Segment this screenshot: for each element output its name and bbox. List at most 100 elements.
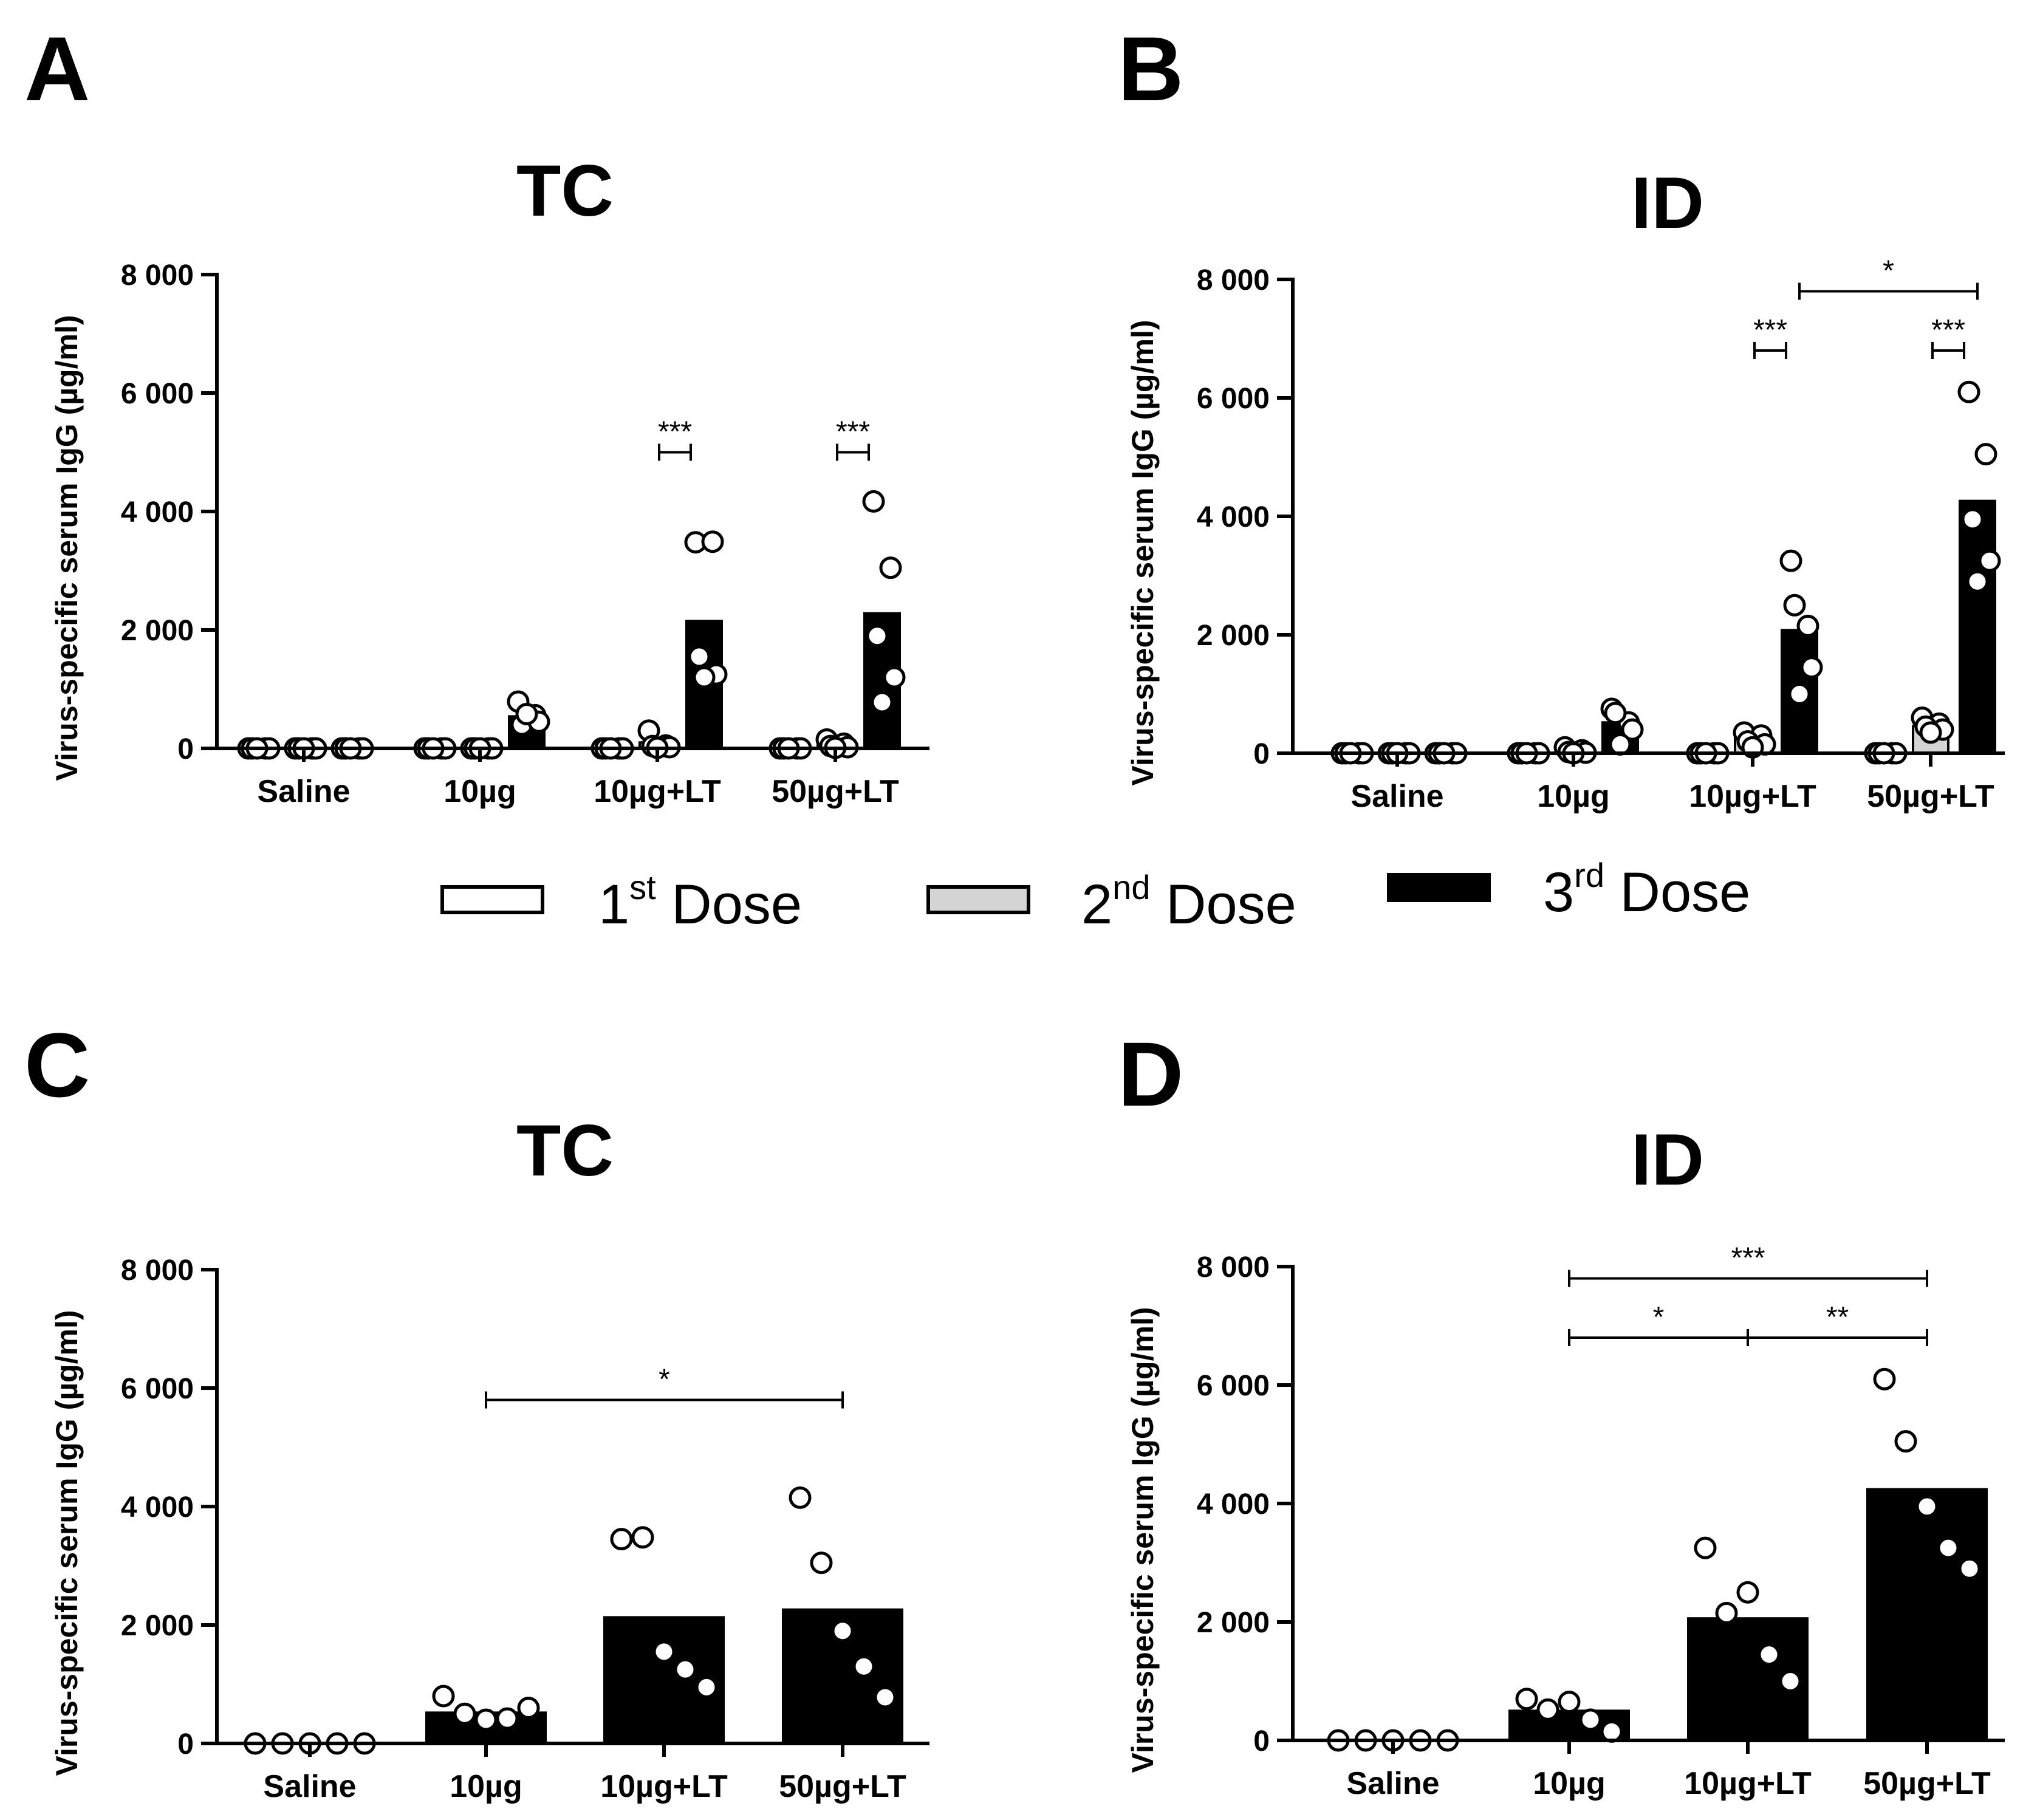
panel-label: B xyxy=(1118,18,1183,120)
bar xyxy=(1866,1488,1988,1740)
data-point xyxy=(1694,1536,1717,1559)
data-point xyxy=(1736,1581,1759,1604)
x-tick-label: Saline xyxy=(257,774,350,809)
legend-ordinal-suffix: st xyxy=(629,868,656,906)
data-point xyxy=(831,1620,854,1643)
x-tick-label: Saline xyxy=(1346,1766,1439,1801)
data-point xyxy=(1974,443,1997,466)
y-tick-label: 4 000 xyxy=(1197,501,1270,533)
x-tick-label: 50µg+LT xyxy=(1863,1766,1991,1801)
x-tick-label: 10µg xyxy=(1537,779,1610,814)
data-point xyxy=(1779,549,1802,572)
legend-swatch-1 xyxy=(440,885,544,914)
chart-panel-a: A TC Virus-specific serum IgG (µg/ml) 0 2 00… xyxy=(24,18,929,809)
data-point xyxy=(1961,508,1984,531)
y-tick-label: 2 000 xyxy=(121,615,194,647)
chart-title: ID xyxy=(1631,162,1704,244)
legend-swatch-3 xyxy=(1387,873,1491,902)
data-point xyxy=(1919,721,1942,744)
y-axis-label: Virus-specific serum IgG (µg/ml) xyxy=(1126,1307,1160,1773)
panel-label: C xyxy=(24,1014,90,1116)
data-point xyxy=(1779,1670,1802,1692)
y-tick-label: 8 000 xyxy=(1197,1251,1270,1284)
data-point xyxy=(631,1526,654,1549)
chart-panel-c: C TC Virus-specific serum IgG (µg/ml) 0 2 00… xyxy=(24,1014,929,1804)
x-tick-label: 50µg+LT xyxy=(779,1769,906,1804)
data-point xyxy=(862,490,885,513)
data-point xyxy=(496,1707,519,1730)
significance-label: * xyxy=(659,1364,670,1396)
data-point xyxy=(474,1708,498,1731)
panel-label: A xyxy=(24,18,90,120)
y-tick-label: 4 000 xyxy=(1197,1488,1270,1521)
data-point xyxy=(1515,1688,1538,1711)
data-point xyxy=(1957,380,1980,403)
legend-ordinal-suffix: nd xyxy=(1112,868,1150,906)
data-point xyxy=(453,1702,476,1725)
panel-label: D xyxy=(1118,1023,1183,1125)
x-tick-label: 10µg xyxy=(443,774,516,809)
data-point xyxy=(1609,733,1632,756)
data-point xyxy=(701,530,724,553)
legend-dose-text: Dose xyxy=(1604,861,1750,923)
x-tick-label: 50µg+LT xyxy=(772,774,899,809)
x-tick-label: 10µg+LT xyxy=(600,1769,728,1804)
significance-label: *** xyxy=(1731,1242,1765,1274)
data-point xyxy=(1958,1557,1981,1580)
data-point xyxy=(693,666,716,689)
chart-panel-b: B ID Virus-specific serum IgG (µg/ml) 0 2 00… xyxy=(1118,18,2005,814)
chart-title: TC xyxy=(516,1110,614,1191)
x-tick-label: 10µg xyxy=(1533,1766,1606,1801)
data-point xyxy=(1715,1601,1738,1624)
legend: 1st Dose 2nd Dose 3rd Dose xyxy=(440,856,1750,936)
x-tick-label: Saline xyxy=(263,1769,356,1804)
y-tick-label: 2 000 xyxy=(121,1610,194,1642)
data-point xyxy=(810,1551,833,1575)
significance-label: * xyxy=(1653,1301,1665,1333)
x-tick-label: 50µg+LT xyxy=(1867,779,1994,814)
data-point xyxy=(871,691,894,714)
significance-label: *** xyxy=(1931,314,1965,346)
legend-ordinal: 1 xyxy=(598,874,629,936)
data-point xyxy=(1558,1691,1581,1714)
y-tick-label: 4 000 xyxy=(121,1491,194,1524)
y-axis-label: Virus-specific serum IgG (µg/ml) xyxy=(1126,320,1160,786)
x-tick-label: Saline xyxy=(1350,779,1443,814)
data-point xyxy=(695,1675,718,1699)
data-point xyxy=(674,1658,697,1681)
data-point xyxy=(1536,1698,1559,1721)
data-point xyxy=(879,556,902,580)
x-tick-label: 10µg+LT xyxy=(1689,779,1816,814)
data-point xyxy=(1873,1367,1896,1391)
data-point xyxy=(1800,656,1823,679)
y-tick-label: 4 000 xyxy=(121,496,194,529)
significance-label: *** xyxy=(836,416,870,448)
y-tick-label: 8 000 xyxy=(121,259,194,292)
legend-ordinal-suffix: rd xyxy=(1574,856,1604,894)
legend-ordinal: 2 xyxy=(1081,874,1112,936)
y-tick-label: 2 000 xyxy=(1197,1607,1270,1639)
y-tick-label: 0 xyxy=(177,1728,194,1760)
bar xyxy=(1959,499,1996,755)
legend-label-3: 3rd Dose xyxy=(1543,856,1750,923)
y-tick-label: 6 000 xyxy=(121,378,194,410)
x-tick-label: 10µg+LT xyxy=(594,774,721,809)
data-point xyxy=(1621,718,1644,741)
significance-label: * xyxy=(1883,255,1894,287)
data-point xyxy=(1579,1708,1602,1731)
data-point xyxy=(1604,702,1627,725)
legend-dose-text: Dose xyxy=(656,874,802,936)
y-tick-label: 2 000 xyxy=(1197,620,1270,652)
data-point xyxy=(1915,1495,1939,1518)
chart-panel-d: D ID Virus-specific serum IgG (µg/ml) 0 2 00… xyxy=(1118,1023,2005,1801)
data-point xyxy=(1937,1536,1960,1559)
y-tick-label: 8 000 xyxy=(121,1254,194,1287)
x-tick-label: 10µg xyxy=(450,1769,522,1804)
data-point xyxy=(517,1697,540,1719)
data-point xyxy=(1758,1643,1781,1666)
data-point xyxy=(515,702,538,725)
data-point xyxy=(1966,570,1989,593)
data-point xyxy=(866,624,889,648)
data-point xyxy=(1978,549,2001,572)
y-tick-label: 6 000 xyxy=(1197,1370,1270,1402)
